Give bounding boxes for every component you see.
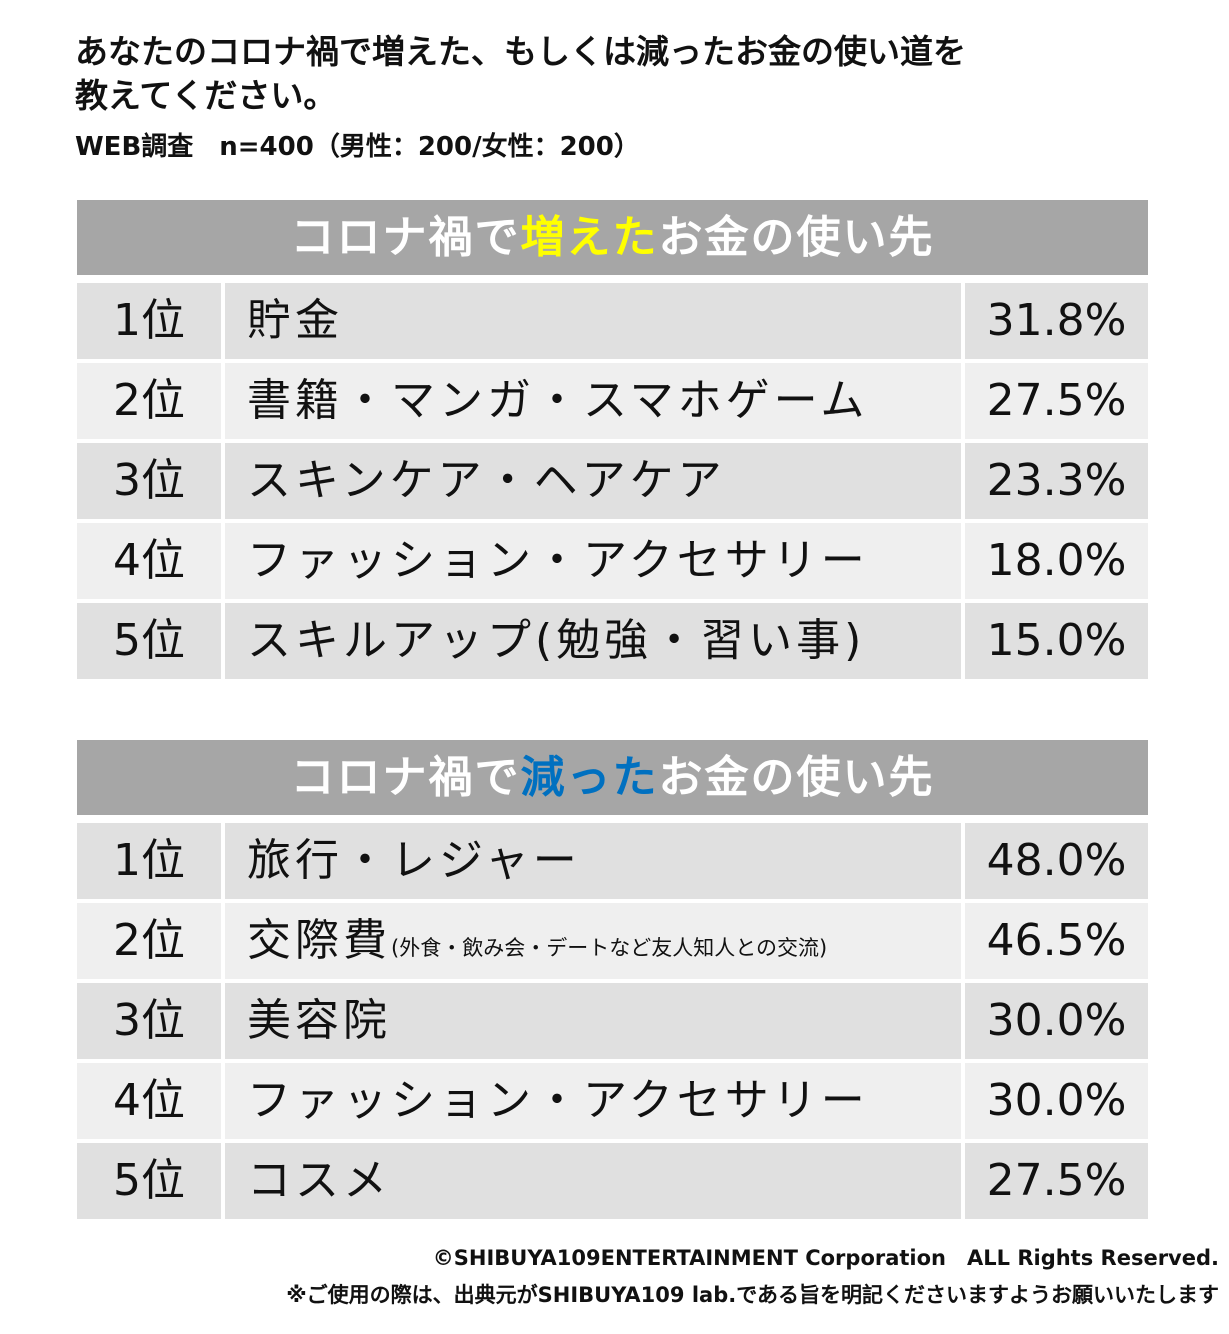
percentage-cell: 18.0%: [965, 523, 1148, 599]
table-row: 3位 スキンケア・ヘアケア 23.3%: [77, 443, 1148, 519]
percentage-cell: 30.0%: [965, 1063, 1148, 1139]
item-cell: スキルアップ(勉強・習い事): [225, 603, 961, 679]
percentage-cell: 31.8%: [965, 283, 1148, 359]
percentage-cell: 46.5%: [965, 903, 1148, 979]
table-header: コロナ禍で増えたお金の使い先: [77, 200, 1148, 275]
header-suffix: お金の使い先: [658, 752, 935, 803]
table-row: 5位 スキルアップ(勉強・習い事) 15.0%: [77, 603, 1148, 679]
header-prefix: コロナ禍で: [290, 212, 521, 263]
item-cell: スキンケア・ヘアケア: [225, 443, 961, 519]
rank-cell: 5位: [77, 603, 221, 679]
usage-notice: ※ご使用の際は、出典元がSHIBUYA109 lab.である旨を明記くださいます…: [286, 1283, 1219, 1307]
item-label: 貯金: [247, 295, 343, 346]
rank-cell: 1位: [77, 283, 221, 359]
header-highlight: 減った: [520, 752, 659, 803]
table-row: 1位 貯金 31.8%: [77, 283, 1148, 359]
table-row: 2位 書籍・マンガ・スマホゲーム 27.5%: [77, 363, 1148, 439]
percentage-cell: 48.0%: [965, 823, 1148, 899]
percentage-cell: 27.5%: [965, 1143, 1148, 1219]
page-title: あなたのコロナ禍で増えた、もしくは減ったお金の使い道を 教えてください。: [75, 30, 966, 118]
item-cell: 貯金: [225, 283, 961, 359]
percentage-cell: 23.3%: [965, 443, 1148, 519]
table-header: コロナ禍で減ったお金の使い先: [77, 740, 1148, 815]
increased-spending-table: コロナ禍で増えたお金の使い先 1位 貯金 31.8% 2位 書籍・マンガ・スマホゲーム 27…: [77, 200, 1148, 683]
header-prefix: コロナ禍で: [290, 752, 521, 803]
title-line-2: 教えてください。: [75, 76, 337, 115]
rank-cell: 3位: [77, 983, 221, 1059]
copyright: ©SHIBUYA109ENTERTAINMENT Corporation ALL…: [432, 1246, 1219, 1270]
header-suffix: お金の使い先: [658, 212, 935, 263]
header-highlight: 増えた: [520, 212, 659, 263]
item-note: (外食・飲み会・デートなど友人知人との交流): [391, 936, 828, 960]
rank-cell: 2位: [77, 363, 221, 439]
rank-cell: 4位: [77, 523, 221, 599]
item-cell: 旅行・レジャー: [225, 823, 961, 899]
item-label: ファッション・アクセサリー: [247, 535, 869, 586]
item-cell: 書籍・マンガ・スマホゲーム: [225, 363, 961, 439]
rank-cell: 3位: [77, 443, 221, 519]
item-label: スキルアップ(勉強・習い事): [247, 615, 866, 666]
item-label: 美容院: [247, 995, 391, 1046]
percentage-cell: 27.5%: [965, 363, 1148, 439]
rank-cell: 5位: [77, 1143, 221, 1219]
percentage-cell: 30.0%: [965, 983, 1148, 1059]
rank-cell: 4位: [77, 1063, 221, 1139]
percentage-cell: 15.0%: [965, 603, 1148, 679]
item-cell: 交際費(外食・飲み会・デートなど友人知人との交流): [225, 903, 961, 979]
item-cell: ファッション・アクセサリー: [225, 1063, 961, 1139]
rank-cell: 1位: [77, 823, 221, 899]
table-row: 2位 交際費(外食・飲み会・デートなど友人知人との交流) 46.5%: [77, 903, 1148, 979]
item-cell: 美容院: [225, 983, 961, 1059]
table-row: 1位 旅行・レジャー 48.0%: [77, 823, 1148, 899]
item-cell: コスメ: [225, 1143, 961, 1219]
table-row: 3位 美容院 30.0%: [77, 983, 1148, 1059]
item-cell: ファッション・アクセサリー: [225, 523, 961, 599]
item-label: 書籍・マンガ・スマホゲーム: [247, 375, 869, 426]
table-row: 5位 コスメ 27.5%: [77, 1143, 1148, 1219]
table-row: 4位 ファッション・アクセサリー 30.0%: [77, 1063, 1148, 1139]
title-line-1: あなたのコロナ禍で増えた、もしくは減ったお金の使い道を: [75, 32, 966, 71]
rank-cell: 2位: [77, 903, 221, 979]
item-label: スキンケア・ヘアケア: [247, 455, 726, 506]
item-label: ファッション・アクセサリー: [247, 1075, 869, 1126]
item-label: コスメ: [247, 1155, 391, 1206]
table-row: 4位 ファッション・アクセサリー 18.0%: [77, 523, 1148, 599]
decreased-spending-table: コロナ禍で減ったお金の使い先 1位 旅行・レジャー 48.0% 2位 交際費(外食・飲み会…: [77, 740, 1148, 1223]
item-label: 交際費: [247, 915, 391, 966]
survey-subtitle: WEB調査 n=400（男性：200/女性：200）: [75, 132, 640, 162]
item-label: 旅行・レジャー: [247, 835, 581, 886]
